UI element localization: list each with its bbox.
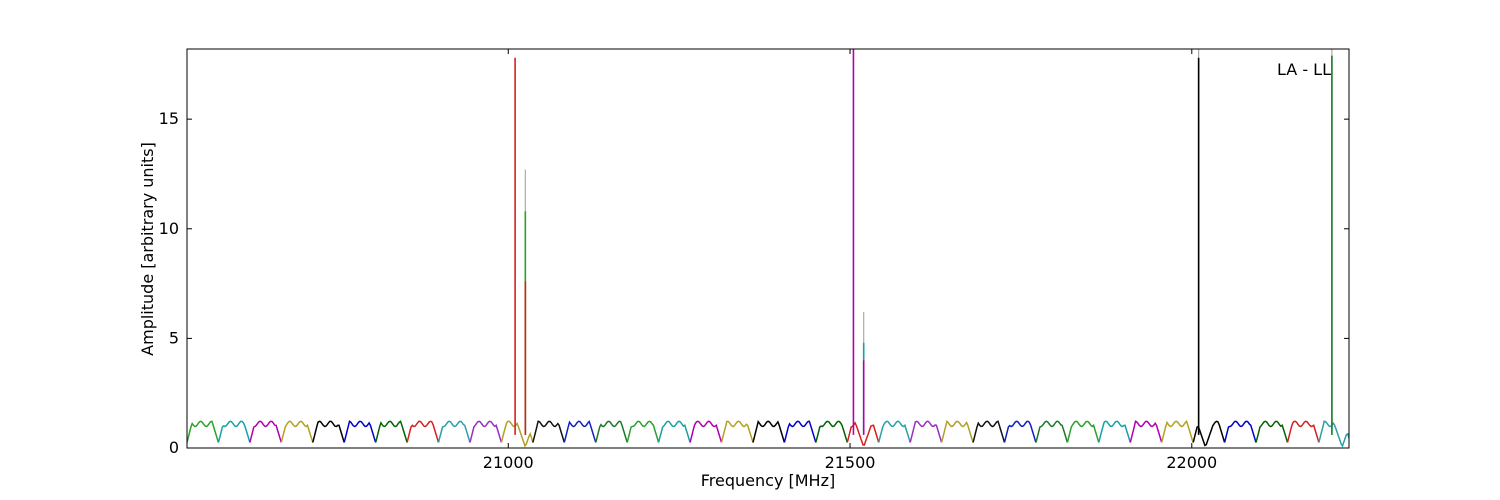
baseline-segment: [846, 421, 880, 446]
baseline-segment: [1003, 420, 1037, 443]
baseline-segment: [626, 420, 660, 443]
baseline-segment: [1318, 420, 1349, 448]
baseline-segment: [783, 420, 817, 443]
baseline-segment: [1255, 420, 1289, 443]
baseline-segment: [374, 420, 408, 443]
baseline-segment: [532, 420, 566, 443]
baseline-segment: [972, 420, 1006, 443]
baseline-segment: [1066, 420, 1100, 443]
x-axis-label: Frequency [MHz]: [701, 471, 835, 490]
baseline-segment: [815, 420, 849, 443]
baseline-segment: [595, 420, 628, 443]
x-tick-label: 22000: [1166, 453, 1217, 472]
baseline-segment: [217, 420, 251, 443]
y-tick-label: 0: [169, 438, 179, 457]
baseline-segment: [909, 420, 943, 443]
baseline-segment: [437, 420, 471, 443]
baseline-segment: [280, 420, 314, 443]
y-tick-label: 10: [159, 219, 179, 238]
baseline-segment: [720, 420, 754, 443]
baseline-segment: [406, 420, 440, 443]
plot-frame: [186, 48, 1350, 449]
baseline-segment: [1035, 420, 1069, 443]
y-axis-label: Amplitude [arbitrary units]: [138, 142, 157, 356]
baseline-segment: [877, 420, 911, 443]
baseline-segment: [1223, 420, 1257, 443]
baseline-segment: [343, 420, 377, 443]
plot-area: [186, 48, 1350, 449]
baseline-segment: [1129, 420, 1163, 443]
baseline-segment: [563, 420, 597, 443]
baseline-segment: [940, 419, 974, 443]
x-tick-label: 21500: [825, 453, 876, 472]
baseline-segment: [1098, 420, 1132, 443]
baseline-segment: [1160, 420, 1194, 443]
x-tick-label: 21000: [483, 453, 534, 472]
baseline-segment: [657, 420, 691, 443]
baseline-segment: [1286, 420, 1320, 443]
y-tick-label: 5: [169, 328, 179, 347]
series-group: [187, 49, 1349, 448]
y-tick-label: 15: [159, 109, 179, 128]
baseline-segment: [187, 420, 220, 443]
baseline-segment: [500, 420, 534, 448]
baseline-segment: [469, 420, 503, 443]
axis-ticks: 21000 21500 22000 0 5 10 15: [159, 49, 1349, 472]
baseline-segment: [752, 420, 786, 443]
baseline-segment: [312, 420, 345, 443]
baseline-segment: [249, 420, 283, 443]
chart-annotation: LA - LL: [1277, 60, 1331, 79]
baseline-segment: [689, 420, 723, 443]
